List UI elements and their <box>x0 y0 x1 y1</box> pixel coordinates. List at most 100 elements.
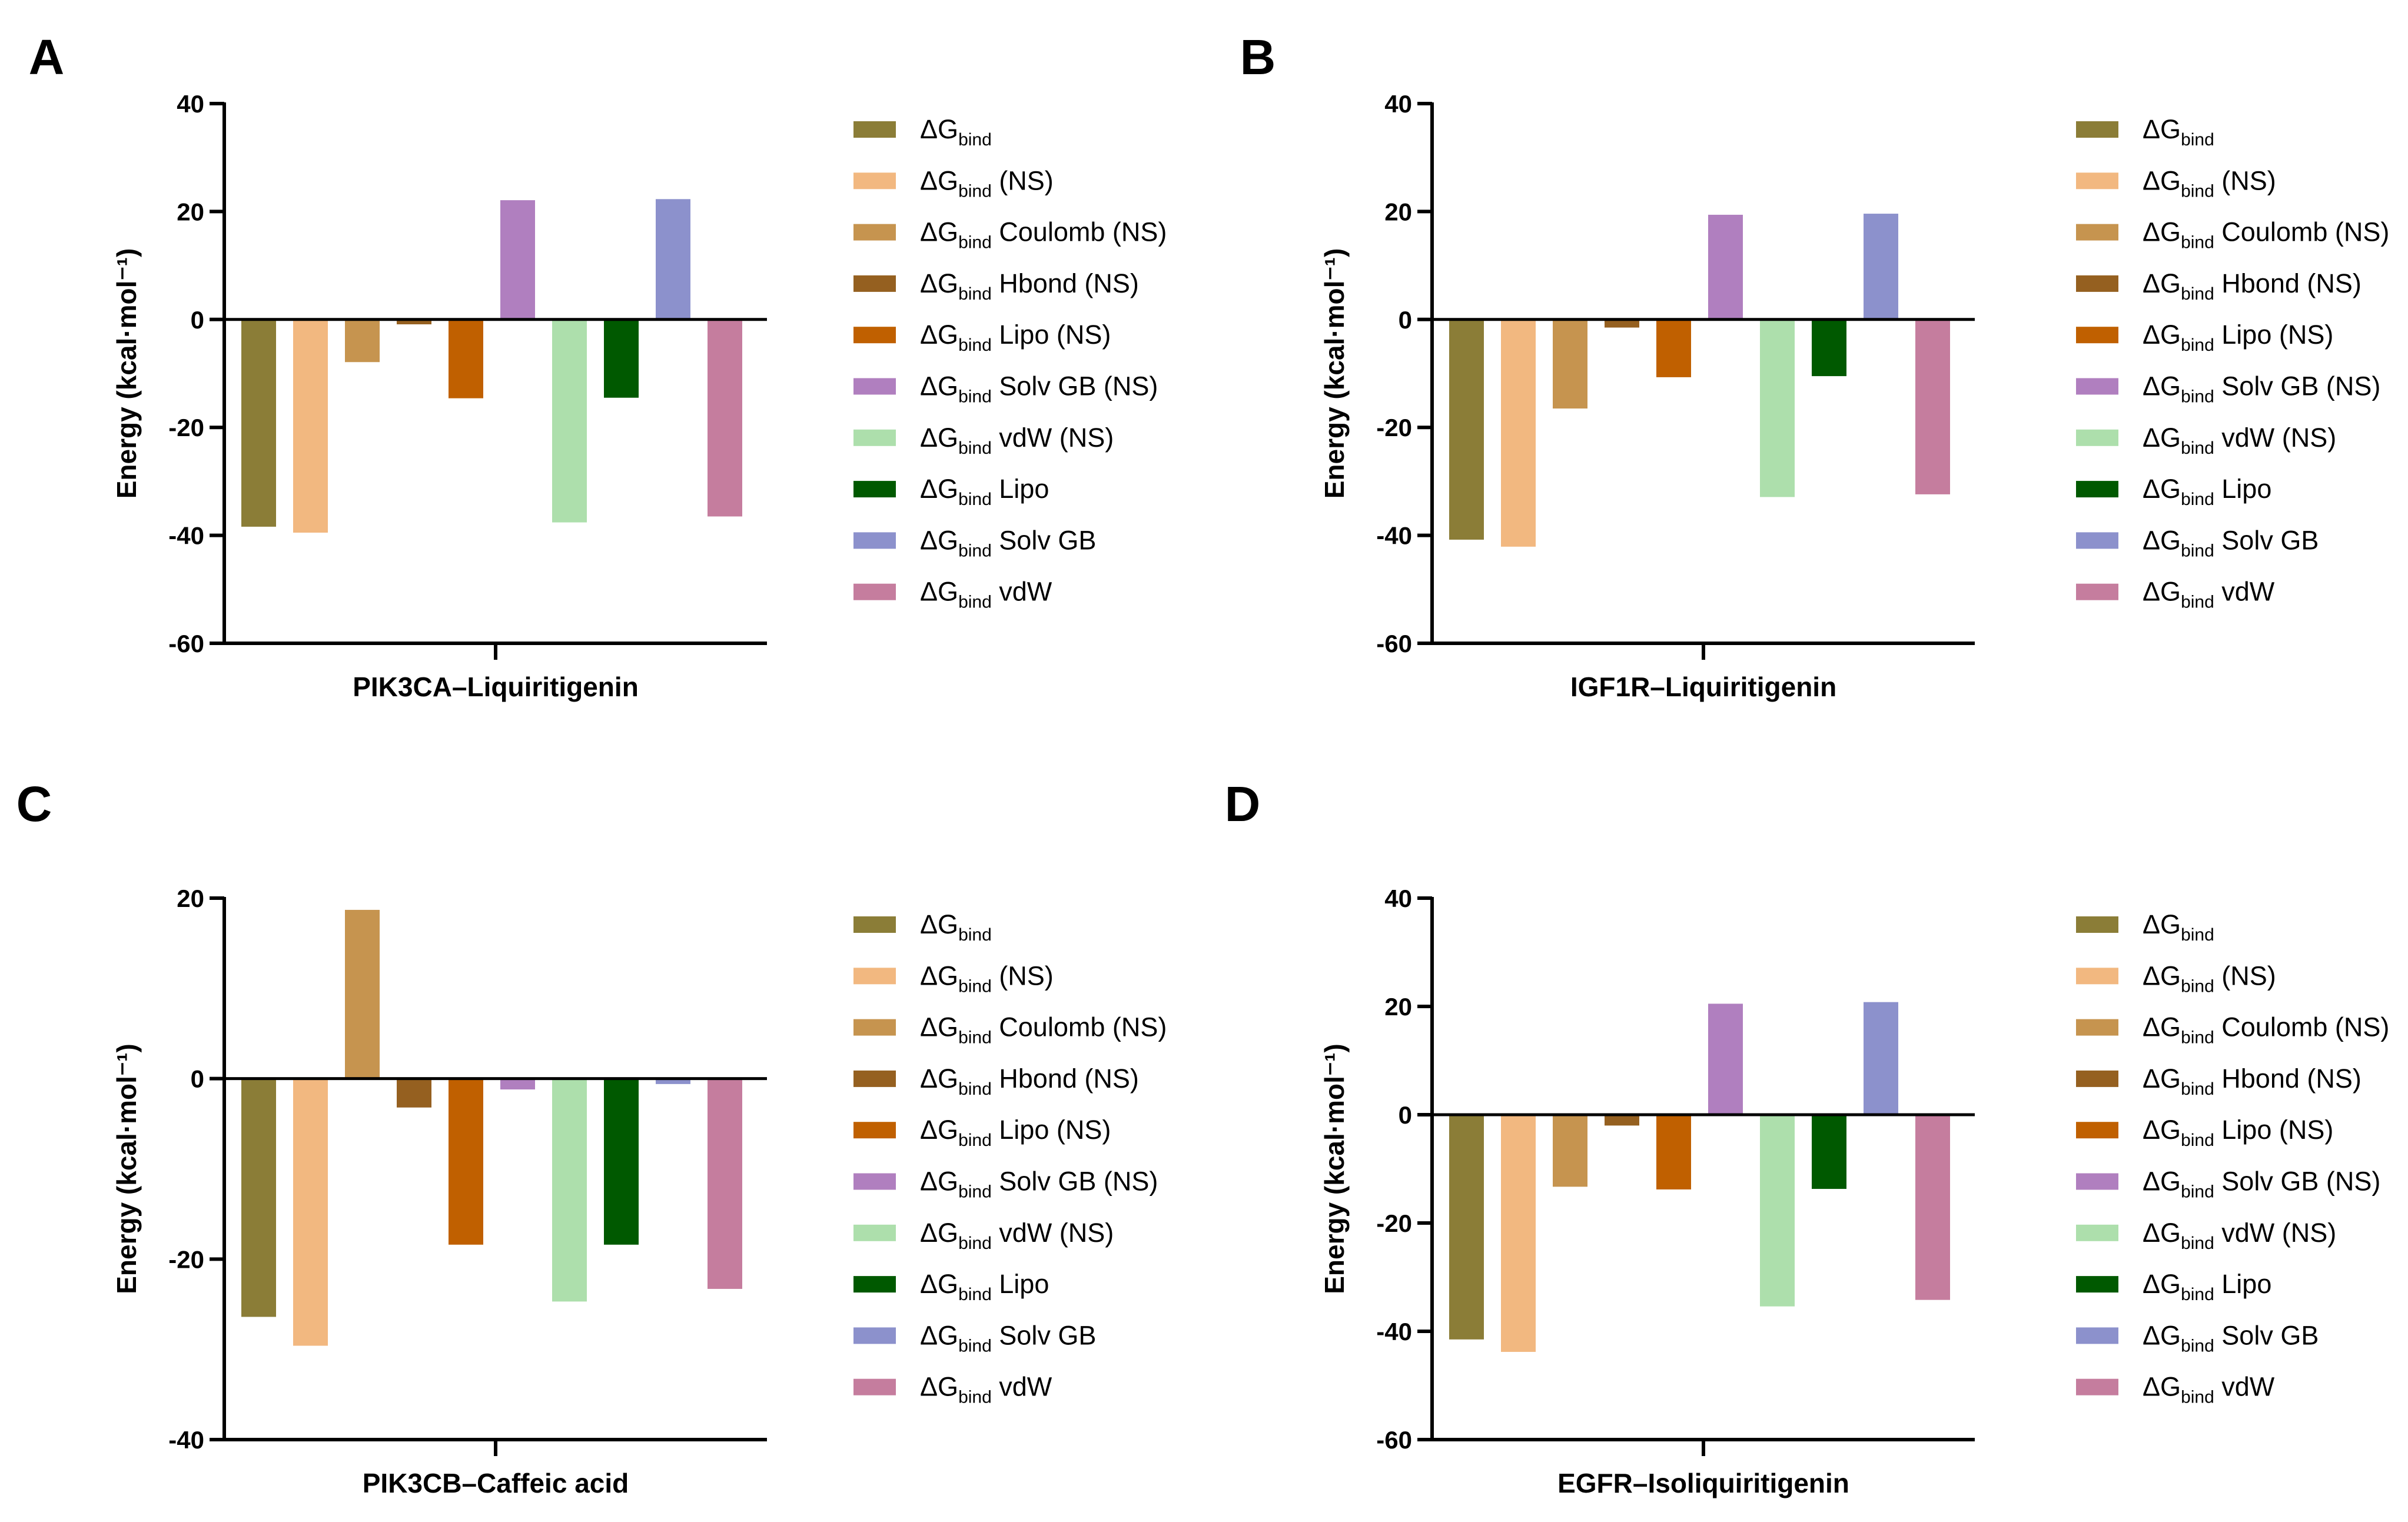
y-tick-label: 40 <box>1384 90 1412 118</box>
panel-C: C 20 0 -20 -40 PIK3CB–Caffeic acid Energy (kca… <box>16 776 1167 1498</box>
legend-label: ΔGbind vdW (NS) <box>2143 1218 2336 1253</box>
bar <box>656 199 690 320</box>
legend-label: ΔGbind Lipo (NS) <box>2143 320 2333 355</box>
legend-label: ΔGbind (NS) <box>2143 165 2276 201</box>
y-axis-label: Energy (kcal·mol⁻¹) <box>1319 1044 1350 1294</box>
legend-swatch <box>2076 378 2118 395</box>
legend-swatch <box>2076 429 2118 446</box>
bar <box>708 1078 742 1289</box>
y-tick-label: -60 <box>1376 630 1412 657</box>
legend-label: ΔGbind (NS) <box>920 961 1054 996</box>
bar <box>1553 319 1587 409</box>
legend-label: ΔGbind Lipo (NS) <box>920 320 1111 355</box>
legend-label: ΔGbind Coulomb (NS) <box>920 217 1167 252</box>
legend-swatch <box>2076 1019 2118 1036</box>
legend-swatch <box>853 1173 896 1190</box>
bar <box>241 1078 276 1317</box>
legend-label: ΔGbind <box>920 909 992 945</box>
legend-swatch <box>2076 1378 2118 1395</box>
legend-item: ΔGbind Coulomb (NS) <box>2076 1012 2389 1048</box>
legend-label: ΔGbind Hbond (NS) <box>2143 268 2361 304</box>
legend-label: ΔGbind Lipo <box>920 474 1049 509</box>
legend-item: ΔGbind (NS) <box>2076 165 2276 201</box>
bar <box>1449 319 1484 540</box>
legend-swatch <box>2076 481 2118 498</box>
legend-item: ΔGbind Hbond (NS) <box>853 1064 1139 1099</box>
legend-item: ΔGbind Solv GB <box>853 1320 1096 1355</box>
legend-label: ΔGbind <box>920 114 992 149</box>
y-tick-label: -40 <box>168 522 204 550</box>
y-tick-label: 20 <box>1384 198 1412 225</box>
legend-swatch <box>853 481 896 498</box>
legend-item: ΔGbind Hbond (NS) <box>2076 268 2361 304</box>
legend-label: ΔGbind Lipo <box>920 1269 1049 1304</box>
legend-label: ΔGbind (NS) <box>920 165 1054 201</box>
bar <box>1656 1115 1691 1189</box>
legend-swatch <box>2076 1224 2118 1241</box>
panel-A: A 40 20 0 -20 -40 -60 PIK3CA–Liquiritigenin Ener… <box>29 29 1167 702</box>
legend-item: ΔGbind (NS) <box>2076 961 2276 996</box>
legend-label: ΔGbind Solv GB <box>920 1320 1096 1355</box>
bar <box>1864 214 1898 320</box>
legend-item: ΔGbind <box>2076 114 2214 149</box>
bar <box>293 1078 328 1346</box>
bar <box>604 1078 639 1245</box>
legend-item: ΔGbind Hbond (NS) <box>853 268 1139 304</box>
x-axis-label: PIK3CB–Caffeic acid <box>363 1468 629 1498</box>
legend-item: ΔGbind Lipo (NS) <box>853 1115 1111 1150</box>
bar <box>1864 1002 1898 1115</box>
panel-letter: B <box>1240 29 1276 85</box>
legend-label: ΔGbind (NS) <box>2143 961 2276 996</box>
legend-item: ΔGbind <box>853 909 992 945</box>
y-tick-label: 0 <box>191 306 204 334</box>
legend-label: ΔGbind <box>2143 909 2214 945</box>
legend-swatch <box>853 121 896 138</box>
panel-B: B 40 20 0 -20 -40 -60 IGF1R–Liquiritigenin Energ… <box>1240 29 2390 702</box>
legend-item: ΔGbind vdW (NS) <box>853 1218 1114 1253</box>
legend-item: ΔGbind <box>2076 909 2214 945</box>
bar <box>1708 1003 1743 1115</box>
bar <box>1449 1115 1484 1340</box>
legend-swatch <box>853 327 896 344</box>
bar <box>1915 319 1950 494</box>
legend-swatch <box>853 968 896 985</box>
y-tick-label: 40 <box>177 90 204 118</box>
legend-item: ΔGbind Lipo (NS) <box>2076 1115 2333 1150</box>
legend-swatch <box>853 1019 896 1036</box>
legend-label: ΔGbind vdW <box>920 577 1052 612</box>
y-axis-label: Energy (kcal·mol⁻¹) <box>111 248 142 499</box>
y-tick-label: 20 <box>177 198 204 225</box>
legend: ΔGbind ΔGbind (NS) ΔGbind Coulomb (NS) ΔGbi… <box>2076 909 2389 1407</box>
legend-item: ΔGbind vdW (NS) <box>853 423 1114 458</box>
legend-swatch <box>853 532 896 549</box>
legend-item: ΔGbind vdW (NS) <box>2076 423 2336 458</box>
bar <box>604 319 639 398</box>
bar <box>449 1078 483 1245</box>
legend-item: ΔGbind Lipo <box>2076 1269 2271 1304</box>
legend-swatch <box>853 378 896 395</box>
bar <box>1760 319 1795 497</box>
legend-label: ΔGbind vdW (NS) <box>920 1218 1114 1253</box>
y-tick-label: -60 <box>1376 1426 1412 1454</box>
legend-swatch <box>2076 1173 2118 1190</box>
bar <box>345 909 380 1079</box>
bar <box>293 319 328 533</box>
legend-swatch <box>2076 968 2118 985</box>
y-tick-label: 0 <box>1399 1101 1412 1129</box>
legend-item: ΔGbind Lipo (NS) <box>853 320 1111 355</box>
legend-label: ΔGbind vdW (NS) <box>2143 423 2336 458</box>
x-axis-label: IGF1R–Liquiritigenin <box>1570 672 1836 702</box>
bar <box>708 319 742 517</box>
legend-item: ΔGbind <box>853 114 992 149</box>
legend-item: ΔGbind Solv GB (NS) <box>2076 1167 2380 1202</box>
bar <box>1605 319 1639 328</box>
legend-label: ΔGbind Hbond (NS) <box>920 268 1139 304</box>
x-axis-label: PIK3CA–Liquiritigenin <box>353 672 639 702</box>
legend-item: ΔGbind Solv GB <box>2076 1320 2319 1355</box>
legend-item: ΔGbind Solv GB (NS) <box>853 1167 1158 1202</box>
bar <box>1553 1115 1587 1187</box>
panel-D: D 40 20 0 -20 -40 -60 EGFR–Isoliquiritigenin Ene… <box>1225 776 2390 1498</box>
legend-swatch <box>2076 532 2118 549</box>
legend-swatch <box>2076 583 2118 600</box>
legend: ΔGbind ΔGbind (NS) ΔGbind Coulomb (NS) ΔGbi… <box>2076 114 2389 612</box>
